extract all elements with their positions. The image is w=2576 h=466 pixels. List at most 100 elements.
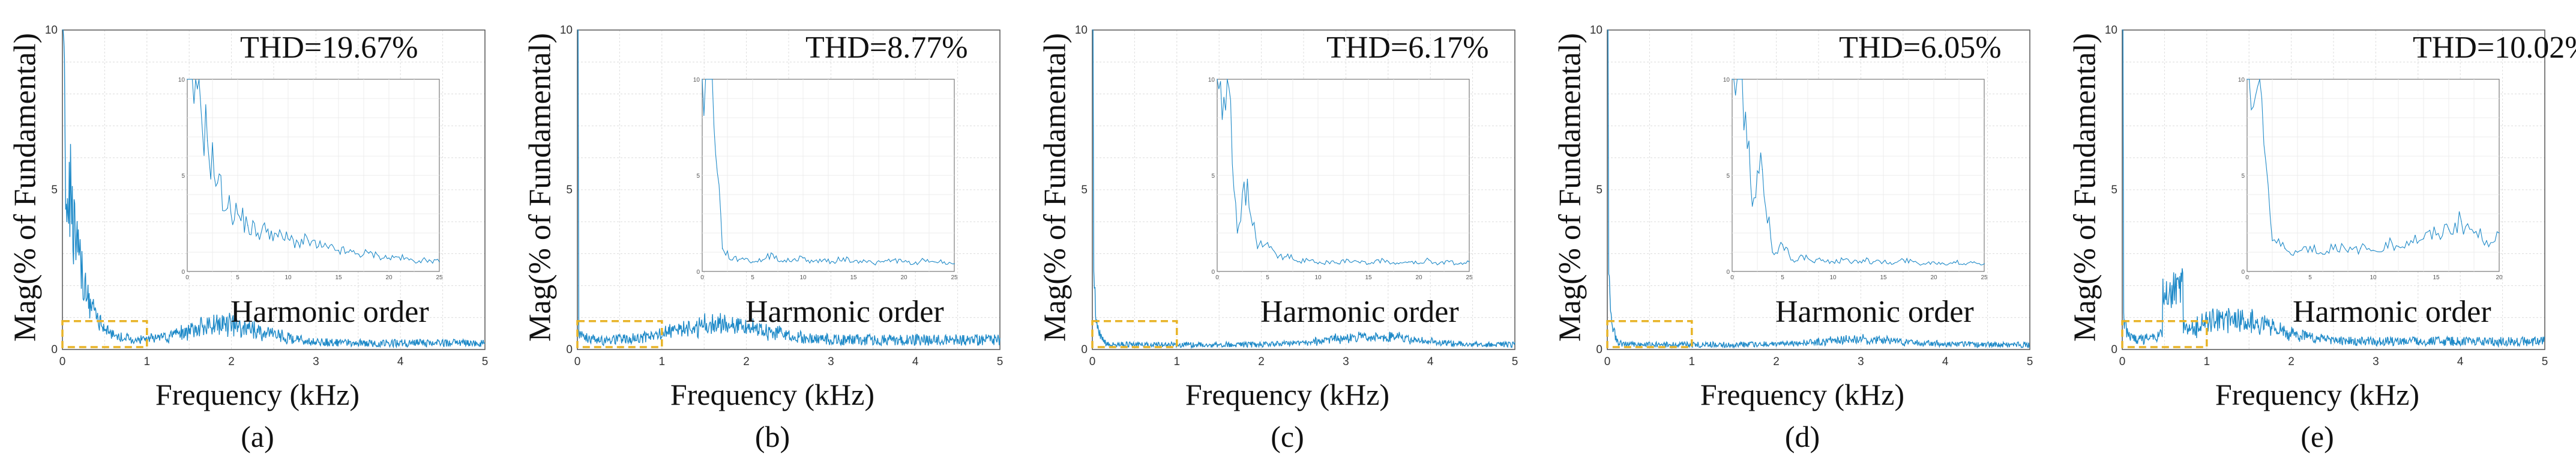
spectrum-chart: 0 1 2 3 4 5 0 5 10 0 5 10 15 20 25 0 5 10	[560, 24, 1003, 368]
inset-point	[1438, 263, 1440, 265]
zoom-region-box	[1091, 320, 1178, 348]
spectrum-panel: 0 1 2 3 4 5 0 5 10 0 5 10 15 20 25 0 5 10 Mag(% of Fundame…	[1545, 0, 2060, 466]
inset-x-tick-label: 25	[1981, 274, 1988, 281]
inset-point	[1963, 263, 1965, 265]
inset-point	[1358, 261, 1359, 262]
inset-point	[1378, 259, 1379, 261]
inset-x-tick-label: 0	[700, 274, 704, 281]
inset-point	[742, 257, 743, 259]
inset-point	[1267, 242, 1268, 243]
inset-x-tick-label: 25	[1466, 274, 1473, 281]
x-tick-label: 3	[2373, 356, 2379, 368]
y-axis-label-text: Mag(% of Fundamental)	[2068, 32, 2102, 342]
spectrum-chart: 0 1 2 3 4 5 0 5 10 0 5 10 15 20 25 0 5 10	[1590, 24, 2033, 368]
panel-caption: (c)	[1271, 420, 1304, 453]
inset-point	[883, 261, 885, 262]
inset-point	[1448, 261, 1450, 262]
inset-point	[843, 257, 844, 259]
inset-point	[2246, 79, 2248, 80]
x-tick-label: 3	[1343, 356, 1349, 368]
inset-x-tick-label: 10	[2370, 274, 2377, 281]
inset-xlabel: Harmonic order	[1260, 295, 1459, 329]
inset-point	[2272, 240, 2273, 241]
inset-point	[328, 247, 329, 249]
inset-point	[832, 261, 834, 262]
inset-point	[2410, 240, 2412, 241]
y-tick-label: 10	[1590, 24, 1602, 37]
inset-point	[2347, 252, 2349, 253]
y-tick-label: 0	[566, 343, 573, 356]
inset-point	[1469, 261, 1470, 262]
spectrum-chart: 0 1 2 3 4 5 0 5 10 0 5 10 15 20 25 0 5 10	[1075, 24, 1518, 368]
panel-caption: (e)	[2301, 420, 2334, 453]
inset-point	[1923, 263, 1924, 265]
inset-point	[721, 247, 723, 249]
thd-label: THD=8.77%	[805, 31, 968, 65]
x-tick-label: 2	[1773, 356, 1780, 368]
inset-point	[752, 261, 753, 262]
inset-point	[1973, 261, 1975, 262]
inset-point	[1317, 263, 1319, 265]
inset-point	[822, 259, 824, 261]
plot-frame	[1607, 29, 2030, 350]
spectrum-trace	[577, 29, 1001, 346]
inset-point	[943, 261, 945, 262]
thd-label: THD=6.17%	[1326, 31, 1489, 65]
x-axis-label: Frequency (kHz)	[670, 378, 875, 411]
inset-point	[2486, 240, 2487, 241]
inset-point	[1388, 261, 1389, 262]
x-tick-label: 4	[1942, 356, 1949, 368]
panel-caption: (d)	[1784, 420, 1820, 453]
inset-x-tick-label: 10	[1314, 274, 1322, 281]
inset-point	[399, 256, 400, 258]
inset-point	[2259, 79, 2260, 80]
y-tick-label: 10	[1075, 24, 1088, 37]
inset-point	[1297, 261, 1299, 262]
inset-point	[197, 88, 198, 89]
y-tick-label: 5	[51, 184, 58, 196]
x-tick-label: 0	[59, 356, 66, 368]
inset-point	[439, 261, 440, 262]
inset-x-tick-label: 25	[951, 274, 958, 281]
inset-point	[1843, 259, 1844, 261]
inset-y-tick-label: 5	[1211, 173, 1215, 180]
x-axis-label: Frequency (kHz)	[1185, 378, 1390, 411]
inset-point	[2310, 246, 2311, 247]
inset-point	[1812, 261, 1814, 262]
inset-x-tick-label: 5	[2308, 274, 2312, 281]
inset-x-tick-label: 15	[2433, 274, 2440, 281]
inset-y-tick-label: 5	[1726, 173, 1730, 180]
zoom-region-box	[2121, 320, 2208, 348]
inset-x-tick-label: 15	[1365, 274, 1372, 281]
inset-point	[873, 263, 874, 265]
inset-point	[378, 255, 379, 257]
inset-trace	[702, 79, 955, 266]
inset-point	[2436, 234, 2437, 236]
inset-point	[368, 252, 370, 254]
x-tick-label: 0	[574, 356, 581, 368]
inset-point	[1943, 263, 1945, 265]
inset-xlabel: Harmonic order	[230, 295, 429, 329]
inset-point	[1217, 79, 1218, 80]
plot-frame	[1092, 29, 1515, 350]
inset-point	[227, 207, 229, 209]
x-axis-label: Frequency (kHz)	[2215, 378, 2420, 411]
inset-point	[853, 261, 854, 262]
inset-point	[1883, 261, 1884, 262]
x-tick-label: 2	[1258, 356, 1265, 368]
spectrum-trace	[2122, 29, 2545, 348]
inset-point	[1913, 261, 1915, 262]
inset-x-tick-label: 20	[385, 274, 393, 281]
inset-point	[298, 242, 299, 243]
inset-point	[1287, 253, 1289, 255]
inset-x-tick-label: 20	[2496, 274, 2503, 281]
inset-point	[813, 261, 814, 262]
panel-caption: (a)	[241, 420, 274, 453]
inset-point	[923, 259, 925, 261]
inset-point	[933, 261, 935, 262]
inset-xlabel: Harmonic order	[745, 295, 944, 329]
inset-y-tick-label: 10	[178, 77, 185, 83]
inset-point	[187, 79, 188, 80]
inset-point	[1832, 261, 1834, 262]
inset-point	[1782, 244, 1783, 246]
